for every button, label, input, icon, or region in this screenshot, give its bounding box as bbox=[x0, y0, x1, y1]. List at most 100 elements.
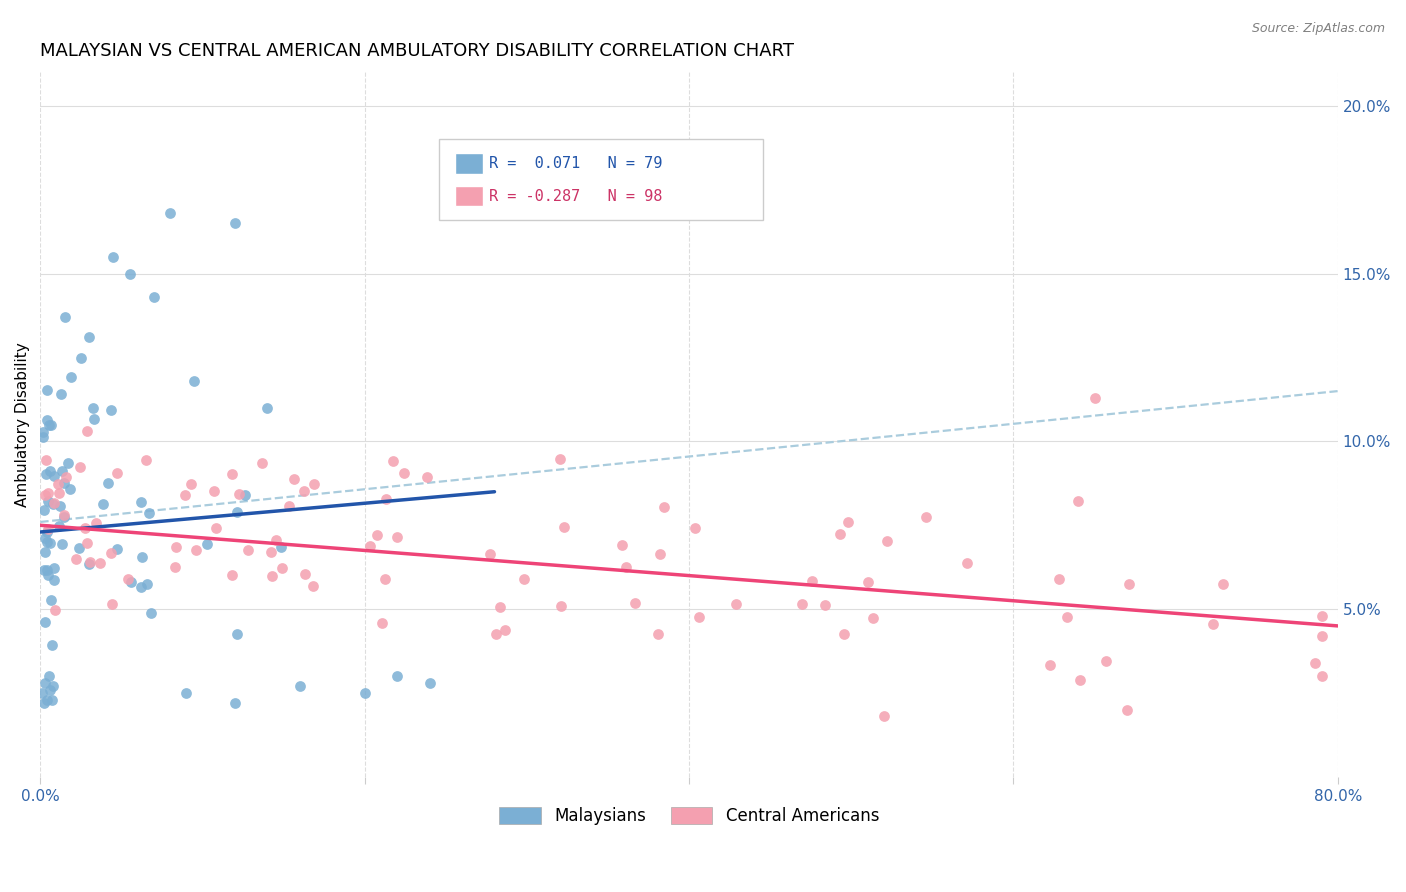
Point bbox=[46, 476, 69, 491]
Point bbox=[262, 569, 284, 583]
Point bbox=[1069, 673, 1091, 687]
Point bbox=[138, 506, 160, 520]
Point bbox=[359, 539, 381, 553]
Point bbox=[832, 627, 855, 641]
Point bbox=[53, 310, 76, 325]
Point bbox=[51, 537, 73, 551]
Point bbox=[69, 460, 91, 475]
Text: Source: ZipAtlas.com: Source: ZipAtlas.com bbox=[1251, 22, 1385, 36]
Point bbox=[1212, 576, 1234, 591]
Point bbox=[118, 267, 141, 281]
Point bbox=[1095, 654, 1118, 668]
Point bbox=[105, 467, 128, 481]
Point bbox=[1047, 572, 1070, 586]
Point bbox=[683, 521, 706, 535]
Point bbox=[647, 627, 669, 641]
Point bbox=[195, 536, 218, 550]
Point bbox=[32, 502, 55, 516]
Point bbox=[221, 467, 243, 481]
Point bbox=[614, 560, 637, 574]
Point bbox=[163, 560, 186, 574]
Point bbox=[31, 425, 53, 439]
Point bbox=[1310, 609, 1333, 624]
Point bbox=[37, 486, 59, 500]
Point bbox=[392, 466, 415, 480]
Point bbox=[53, 475, 76, 490]
Point bbox=[129, 581, 152, 595]
Point bbox=[100, 597, 122, 611]
Point bbox=[34, 563, 56, 577]
Point bbox=[117, 572, 139, 586]
Point bbox=[876, 533, 898, 548]
Point bbox=[288, 679, 311, 693]
Point bbox=[1202, 616, 1225, 631]
Point bbox=[174, 488, 197, 502]
Point bbox=[48, 485, 70, 500]
Point bbox=[186, 543, 208, 558]
Point bbox=[385, 669, 408, 683]
Point bbox=[550, 599, 572, 613]
Point bbox=[93, 497, 115, 511]
Point bbox=[513, 573, 536, 587]
Point bbox=[34, 488, 56, 502]
Point bbox=[31, 686, 53, 700]
Point bbox=[914, 510, 936, 524]
Point bbox=[44, 603, 66, 617]
Point bbox=[235, 488, 257, 502]
Point bbox=[97, 476, 120, 491]
Point bbox=[873, 709, 896, 723]
Point bbox=[135, 452, 157, 467]
Point bbox=[250, 457, 273, 471]
Point bbox=[70, 351, 93, 365]
Point bbox=[238, 543, 260, 558]
Point bbox=[35, 692, 58, 706]
Point bbox=[37, 568, 59, 582]
Point bbox=[366, 528, 388, 542]
Point bbox=[39, 418, 62, 433]
Point bbox=[226, 504, 249, 518]
Point bbox=[100, 402, 122, 417]
Point bbox=[37, 563, 59, 577]
Point bbox=[60, 369, 83, 384]
Point bbox=[180, 477, 202, 491]
Point bbox=[228, 487, 250, 501]
Point bbox=[83, 412, 105, 426]
Point bbox=[224, 696, 246, 710]
Point bbox=[41, 638, 63, 652]
Point bbox=[165, 540, 187, 554]
Point bbox=[34, 545, 56, 559]
Point bbox=[1310, 629, 1333, 643]
Point bbox=[374, 572, 396, 586]
Point bbox=[553, 520, 575, 534]
Point bbox=[35, 534, 58, 549]
Point bbox=[624, 596, 647, 610]
Point bbox=[610, 537, 633, 551]
Point bbox=[44, 468, 66, 483]
Point bbox=[256, 401, 278, 415]
Point bbox=[76, 535, 98, 549]
Point bbox=[39, 593, 62, 607]
Point bbox=[1118, 577, 1140, 591]
Point bbox=[48, 519, 70, 533]
Point bbox=[82, 401, 104, 415]
Point bbox=[304, 477, 326, 491]
Point bbox=[1056, 609, 1078, 624]
Point bbox=[1067, 493, 1090, 508]
Point bbox=[131, 550, 153, 565]
Point bbox=[34, 531, 56, 545]
Point bbox=[35, 383, 58, 397]
Point bbox=[76, 425, 98, 439]
Point bbox=[800, 574, 823, 589]
Point bbox=[105, 541, 128, 556]
Point bbox=[862, 611, 884, 625]
Point bbox=[790, 597, 813, 611]
Point bbox=[103, 250, 125, 264]
Point bbox=[479, 547, 502, 561]
Point bbox=[49, 499, 72, 513]
Point bbox=[129, 495, 152, 509]
Point bbox=[225, 627, 247, 641]
Point bbox=[42, 496, 65, 510]
Point bbox=[837, 515, 859, 529]
Point bbox=[489, 600, 512, 615]
Point bbox=[650, 547, 672, 561]
